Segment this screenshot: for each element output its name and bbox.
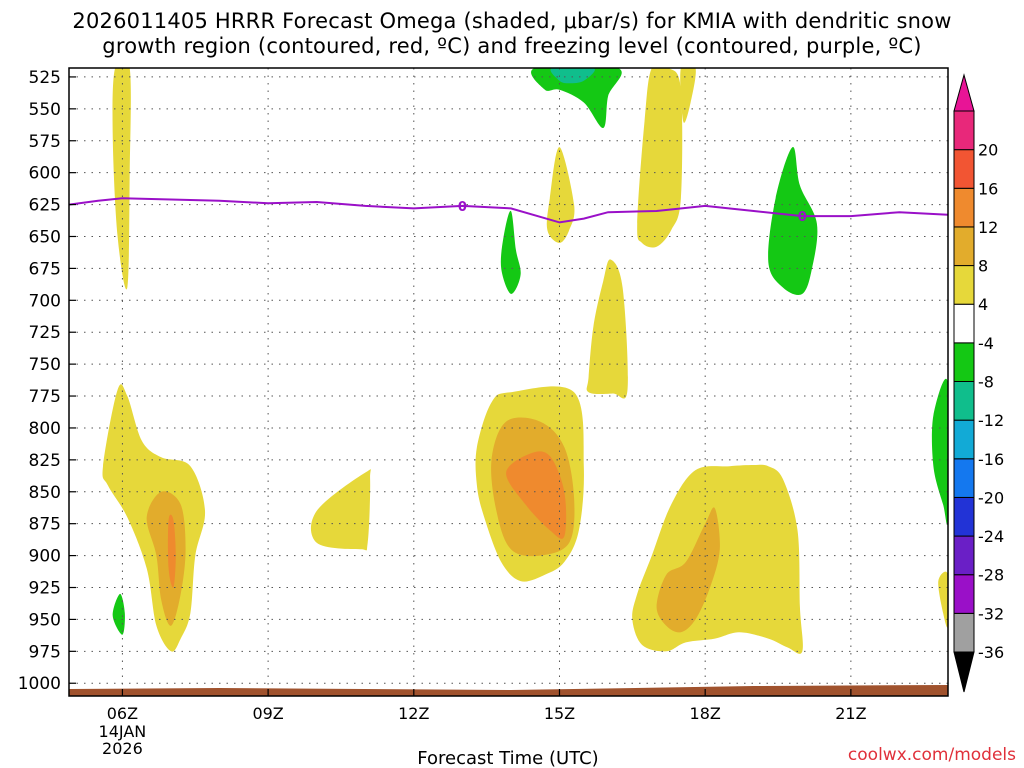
chart-title-line-1: 2026011405 HRRR Forecast Omega (shaded, …: [72, 9, 952, 33]
colorbar-box-2: [953, 574, 975, 614]
y-tick-label-1000: 1000: [18, 674, 61, 694]
colorbar: -36 -32 -28 -24 -20 -16 -12 -8 -4 4 8 12 16 20: [953, 73, 1004, 693]
freezing-level-line: [69, 197, 948, 224]
y-tick-label-825: 825: [29, 451, 61, 471]
terrain-surface: [69, 685, 948, 696]
y-tick-label-950: 950: [29, 610, 61, 630]
colorbar-box-1: [953, 612, 975, 653]
y-axis: 525 550 575 600 625 650 675 700 725 750 775 800 825 8…: [18, 68, 76, 694]
freezing-level-label-1: 0: [798, 210, 807, 225]
colorbar-label-9: 4: [978, 295, 988, 314]
omega-region-13: [656, 507, 720, 633]
colorbar-bottom-arrow: [953, 651, 975, 693]
colorbar-label-2: -28: [978, 566, 1004, 585]
plot-background: [69, 68, 948, 696]
y-tick-label-975: 975: [29, 642, 61, 662]
colorbar-box-11: [953, 226, 975, 267]
colorbar-label-13: 20: [978, 141, 998, 160]
y-tick-label-800: 800: [29, 419, 61, 439]
colorbar-label-3: -24: [978, 527, 1004, 546]
colorbar-label-7: -8: [978, 373, 994, 392]
colorbar-box-9: [953, 303, 975, 344]
y-tick-label-600: 600: [29, 164, 61, 184]
omega-region-19: [931, 378, 948, 526]
y-tick-label-875: 875: [29, 515, 61, 535]
omega-shaded-regions: [102, 68, 948, 654]
colorbar-label-1: -32: [978, 604, 1004, 623]
y-tick-label-750: 750: [29, 355, 61, 375]
freezing-level-contour: 00: [69, 197, 948, 225]
colorbar-box-7: [953, 381, 975, 421]
colorbar-label-0: -36: [978, 643, 1004, 662]
y-tick-label-675: 675: [29, 259, 61, 279]
x-tick-label-06Z: 06Z: [107, 704, 138, 723]
freezing-level-label-0: 0: [458, 200, 467, 215]
omega-region-15: [531, 68, 622, 129]
colorbar-label-10: 8: [978, 257, 988, 276]
colorbar-box-3: [953, 535, 975, 576]
y-tick-label-525: 525: [29, 68, 61, 88]
plot-frame: [68, 67, 949, 697]
y-tick-label-650: 650: [29, 227, 61, 247]
colorbar-box-14: [953, 110, 975, 151]
x-tick-label-15Z: 15Z: [544, 704, 575, 723]
x-tick-label-12Z: 12Z: [398, 704, 429, 723]
colorbar-box-12: [953, 187, 975, 228]
omega-region-17: [500, 210, 521, 294]
colorbar-box-4: [953, 496, 975, 537]
omega-region-18: [768, 146, 818, 296]
colorbar-top-arrow: [953, 73, 975, 112]
omega-region-4: [310, 469, 371, 551]
omega-region-16: [550, 68, 595, 84]
y-tick-label-850: 850: [29, 483, 61, 503]
colorbar-box-8: [953, 342, 975, 383]
x-tick-sublabel-1: 2026: [102, 739, 143, 758]
y-tick-label-625: 625: [29, 196, 61, 216]
y-tick-label-550: 550: [29, 100, 61, 120]
x-tick-label-21Z: 21Z: [835, 704, 866, 723]
omega-region-3: [167, 514, 176, 588]
omega-region-0: [112, 68, 131, 290]
y-tick-label-775: 775: [29, 387, 61, 407]
colorbar-box-5: [953, 458, 975, 498]
colorbar-label-4: -20: [978, 488, 1004, 507]
colorbar-label-5: -16: [978, 450, 1004, 469]
y-tick-label-900: 900: [29, 547, 61, 567]
omega-region-14: [938, 571, 948, 628]
y-tick-label-700: 700: [29, 291, 61, 311]
colorbar-label-11: 12: [978, 218, 998, 237]
colorbar-label-12: 16: [978, 179, 998, 198]
omega-region-10: [637, 68, 683, 248]
colorbar-label-6: -12: [978, 411, 1004, 430]
chart-title-line-2: growth region (contoured, red, ºC) and f…: [102, 34, 922, 58]
colorbar-box-10: [953, 265, 975, 305]
x-tick-label-18Z: 18Z: [690, 704, 721, 723]
credit-text: coolwx.com/models: [847, 745, 1016, 765]
y-tick-label-575: 575: [29, 132, 61, 152]
terrain-fill: [69, 685, 948, 696]
x-tick-sublabel-0: 14JAN: [99, 722, 147, 741]
x-tick-label-09Z: 09Z: [252, 704, 283, 723]
omega-region-2: [146, 491, 186, 626]
y-tick-label-925: 925: [29, 579, 61, 599]
omega-region-20: [112, 593, 125, 635]
y-tick-label-725: 725: [29, 323, 61, 343]
omega-region-7: [506, 451, 567, 539]
colorbar-box-6: [953, 419, 975, 460]
omega-region-8: [546, 147, 575, 243]
x-axis-label: Forecast Time (UTC): [417, 748, 598, 768]
colorbar-box-13: [953, 149, 975, 189]
colorbar-label-8: -4: [978, 334, 994, 353]
